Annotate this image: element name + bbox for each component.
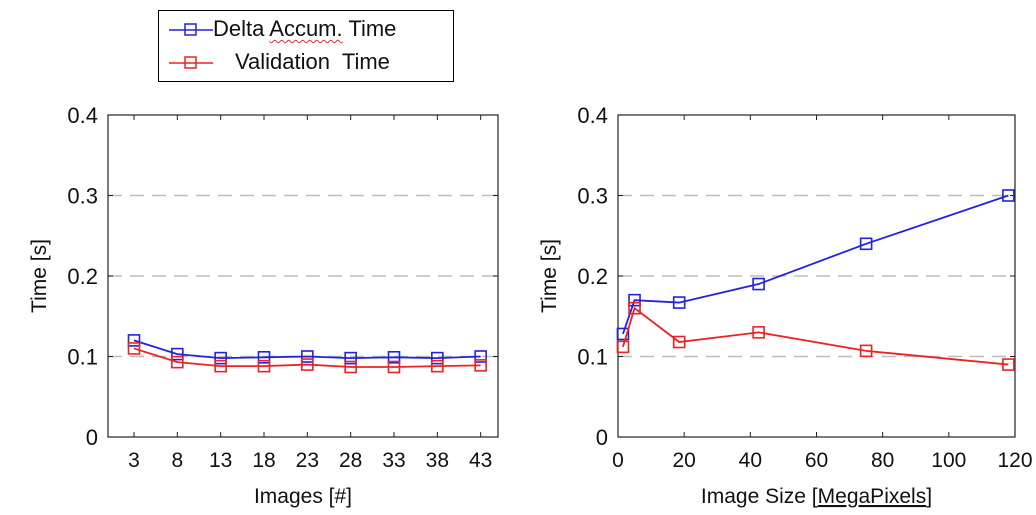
data-point — [628, 293, 641, 307]
y-tick-label: 0.1 — [577, 345, 608, 370]
data-point — [127, 342, 141, 355]
data-point — [628, 301, 641, 315]
series-line-0 — [622, 194, 1009, 335]
series-line-1 — [622, 306, 1009, 366]
legend-label-validation: Validation Time — [235, 49, 390, 74]
data-point — [387, 360, 401, 374]
data-point — [344, 360, 357, 374]
data-point — [752, 277, 765, 291]
x-tick-label: 33 — [382, 449, 405, 472]
x-tick-label: 80 — [871, 449, 894, 472]
x-tick-label: 18 — [252, 449, 275, 472]
data-point — [257, 351, 271, 364]
data-point — [672, 296, 686, 309]
data-point — [859, 237, 873, 251]
y-tick-label: 0 — [596, 425, 608, 450]
data-point — [344, 351, 357, 365]
y-tick-label: 0.1 — [67, 345, 98, 370]
data-point — [301, 358, 314, 371]
y-tick-label: 0.3 — [577, 184, 608, 209]
legend: Delta Accum. Time Validation Time — [158, 10, 454, 82]
y-axis-label: Time [s] — [538, 239, 561, 313]
y-tick-label: 0.4 — [577, 103, 608, 128]
x-tick-label: 120 — [997, 449, 1032, 472]
x-axis-label: Image Size [MegaPixels] — [701, 485, 932, 508]
data-point — [474, 350, 487, 363]
data-point — [127, 334, 141, 347]
y-tick-label: 0 — [86, 425, 98, 450]
data-point — [387, 351, 401, 364]
x-tick-label: 28 — [339, 449, 362, 472]
data-point — [171, 355, 184, 369]
legend-swatch-validation — [169, 56, 213, 69]
series-line-0 — [133, 339, 481, 360]
x-tick-label: 43 — [469, 449, 492, 472]
x-tick-label: 8 — [171, 449, 183, 472]
legend-swatch-delta — [169, 23, 213, 36]
data-point — [672, 335, 686, 349]
data-point — [1002, 358, 1015, 371]
x-tick-label: 0 — [612, 449, 624, 472]
series-line-1 — [133, 347, 481, 368]
data-point — [214, 359, 227, 373]
data-point — [257, 359, 271, 373]
legend-item-delta: Delta Accum. Time — [159, 14, 453, 44]
chart-image-size: 0 0.1 0.2 0.3 0.4 0 20 40 60 80 100 120 Time [s] Imag… — [538, 103, 1033, 508]
y-axis-label: Time [s] — [28, 239, 51, 313]
y-tick-label: 0.4 — [67, 103, 98, 128]
data-point — [214, 351, 227, 365]
data-point — [616, 327, 630, 341]
x-tick-label: 13 — [209, 449, 232, 472]
x-axis-label-part: ] — [926, 485, 932, 508]
x-tick-label: 40 — [739, 449, 762, 472]
data-point — [431, 351, 444, 365]
data-point — [1002, 189, 1015, 202]
x-tick-label: 100 — [931, 449, 966, 472]
x-axis-label-part: MegaPixels — [818, 485, 927, 508]
x-axis-label: Images [#] — [254, 485, 352, 508]
y-tick-label: 0.2 — [577, 264, 608, 289]
data-point — [859, 344, 873, 358]
y-tick-label: 0.2 — [67, 264, 98, 289]
data-point — [171, 347, 184, 361]
legend-label-delta: Delta Accum. Time — [213, 16, 397, 41]
x-tick-label: 38 — [426, 449, 449, 472]
legend-item-validation: Validation Time — [159, 47, 453, 77]
x-tick-label: 23 — [296, 449, 319, 472]
x-tick-label: 60 — [805, 449, 828, 472]
data-point — [301, 350, 314, 363]
x-axis-label-part: Image Size [ — [701, 485, 818, 508]
y-tick-label: 0.3 — [67, 184, 98, 209]
data-point — [474, 359, 487, 372]
data-point — [431, 359, 444, 373]
data-point — [752, 326, 765, 339]
x-tick-label: 3 — [128, 449, 140, 472]
x-tick-label: 20 — [672, 449, 695, 472]
data-point — [616, 340, 630, 354]
